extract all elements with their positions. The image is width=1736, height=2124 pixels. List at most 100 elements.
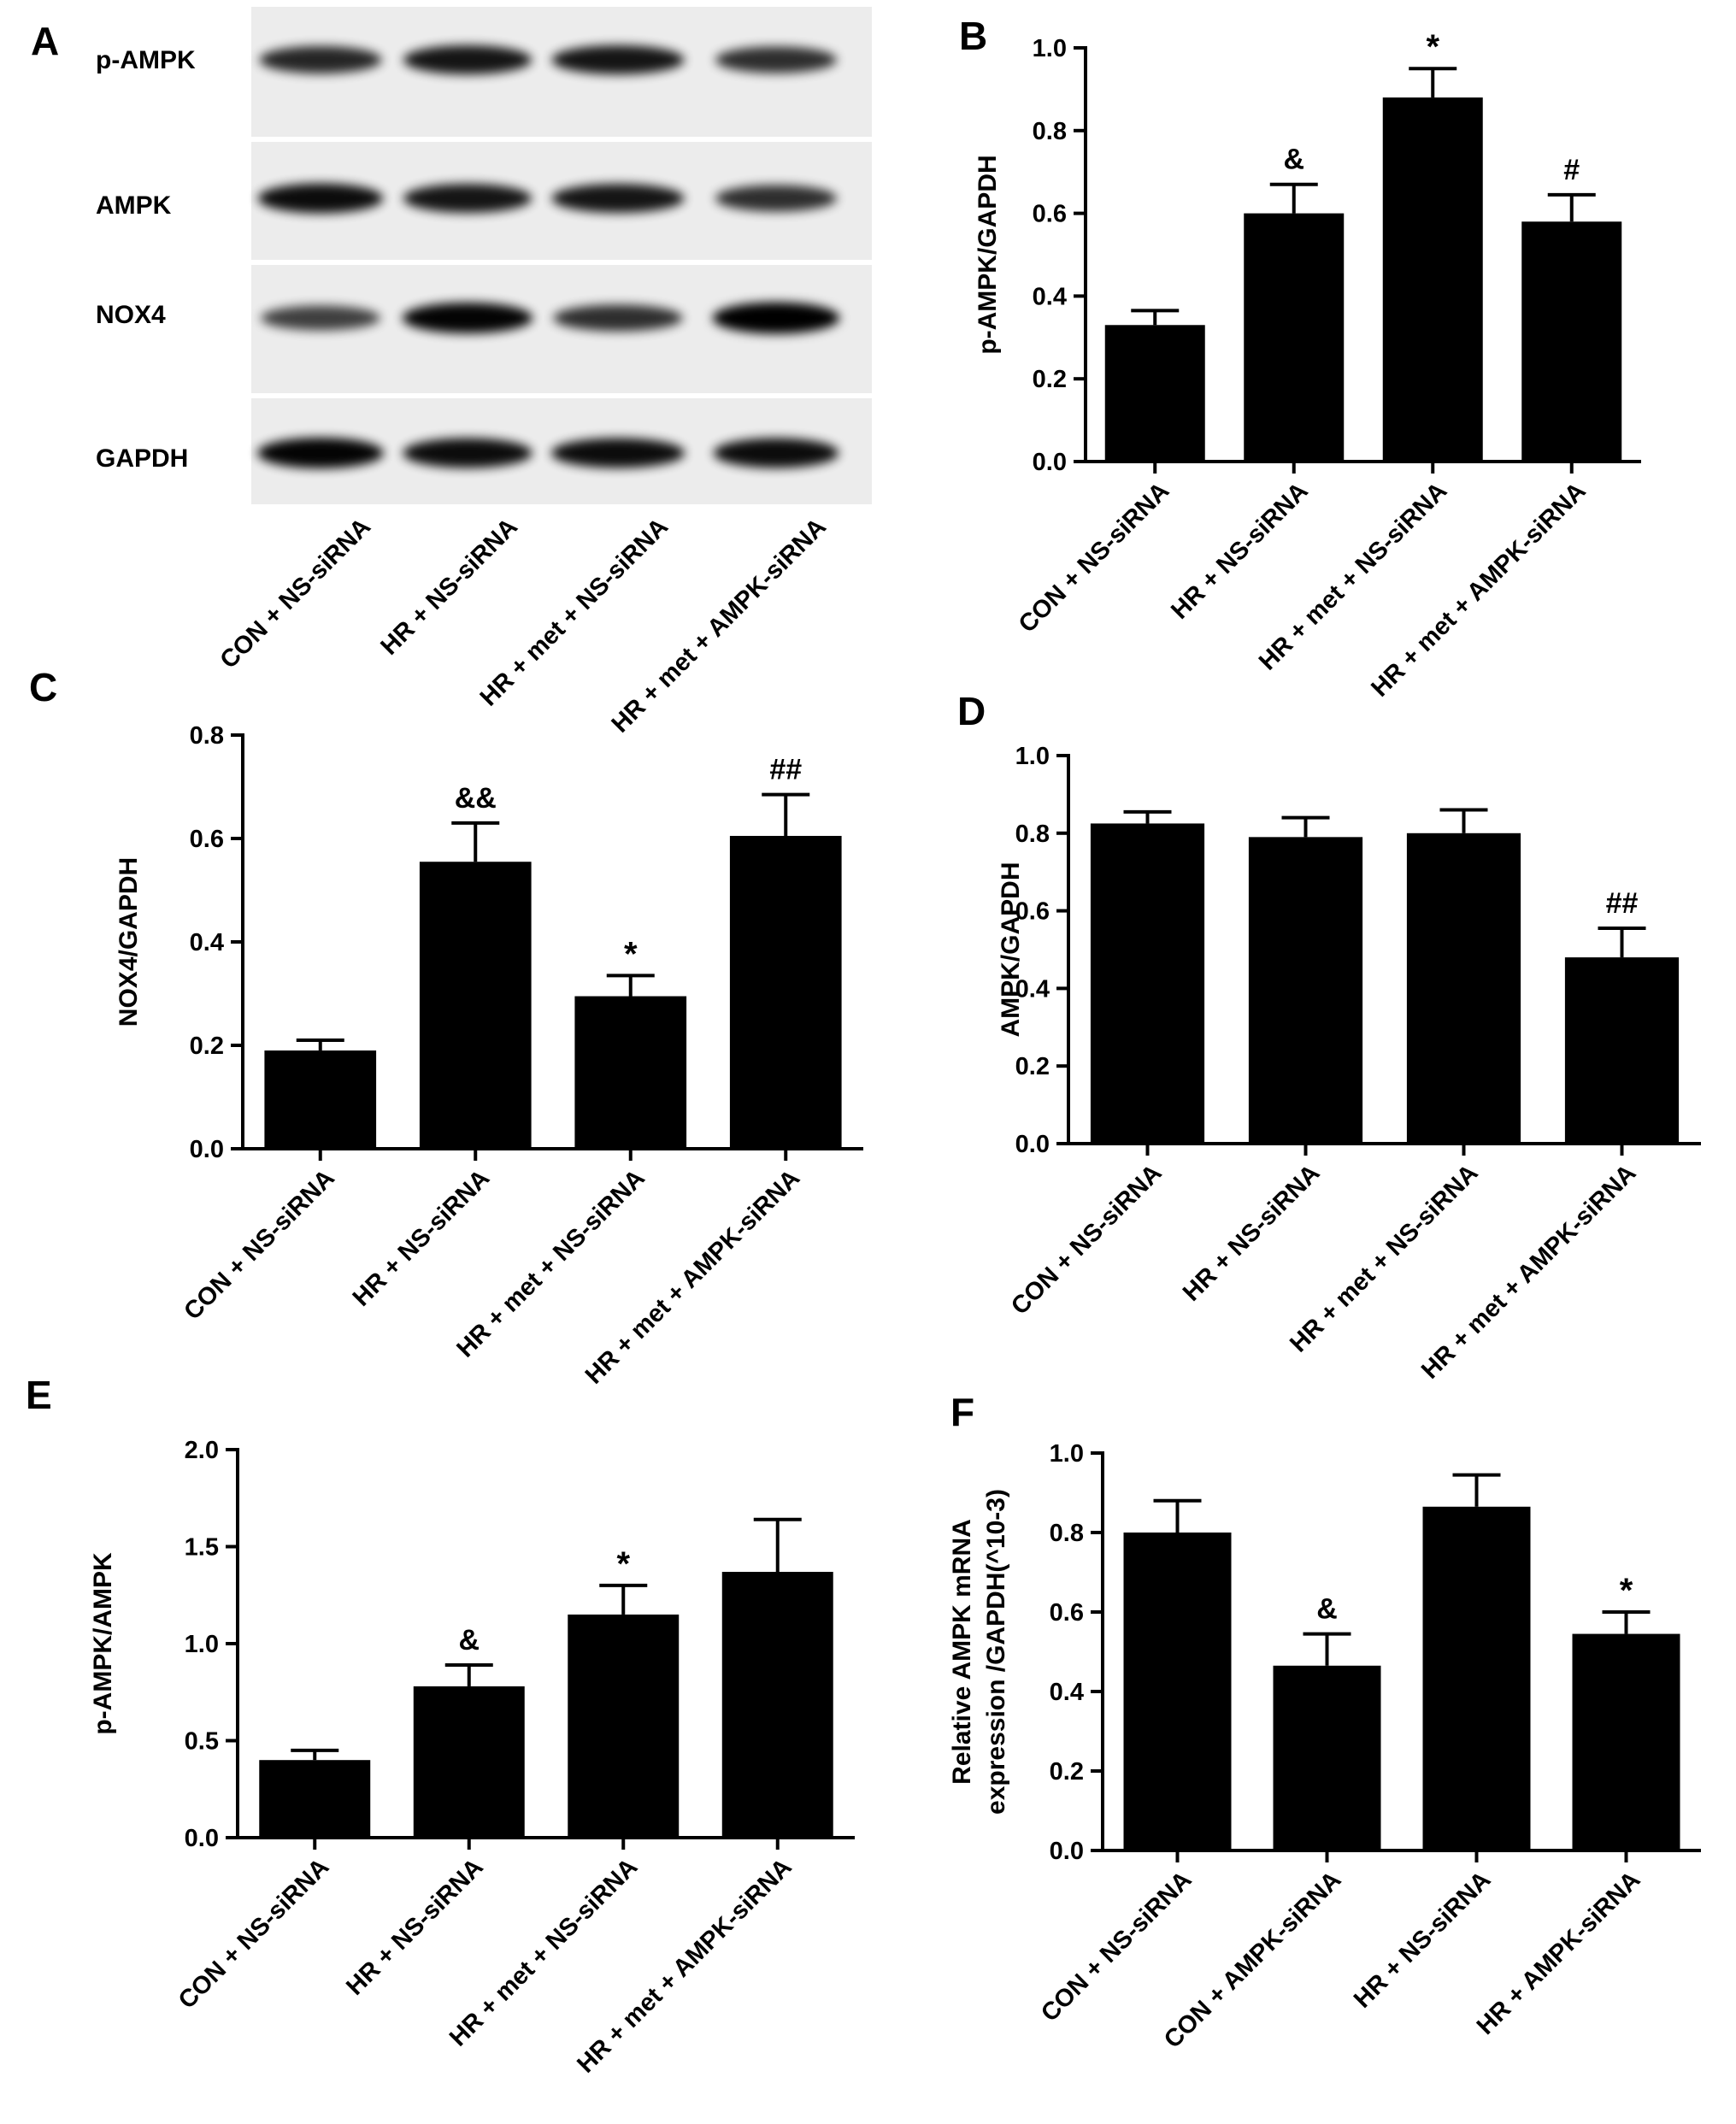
blot-band: [402, 303, 533, 333]
x-category-label: CON + NS-siRNA: [1036, 1866, 1197, 2027]
x-category-label: CON + NS-siRNA: [1014, 477, 1174, 638]
y-tick-label: 1.5: [185, 1534, 219, 1562]
significance-mark: *: [1620, 1572, 1633, 1609]
y-tick-label: 0.6: [1033, 201, 1067, 228]
blot-band: [712, 302, 840, 334]
panel-letter-b: B: [959, 14, 987, 58]
x-category-label: HR + NS-siRNA: [1178, 1159, 1325, 1306]
y-tick-label: 0.2: [1050, 1758, 1084, 1786]
bar-1: [1123, 1533, 1232, 1850]
bar-4: [729, 835, 842, 1149]
significance-mark: ##: [1606, 887, 1639, 920]
blot-band: [551, 184, 685, 213]
y-tick-label: 2.0: [185, 1437, 219, 1464]
significance-mark: *: [1426, 28, 1439, 66]
x-category-label: HR + NS-siRNA: [348, 1164, 495, 1311]
bar-3: [1422, 1506, 1531, 1850]
chart-panel-e: 0.0 0.5 1.0 1.5 2.0 p-AMPK/AMPK CON + NS-siRNA…: [89, 1437, 855, 2079]
blot-band: [713, 438, 839, 468]
blot-band: [259, 46, 382, 74]
y-tick-label: 0.0: [185, 1825, 219, 1852]
bar-3: [1406, 833, 1521, 1144]
bar-2: [1273, 1665, 1381, 1850]
blot-row-label: GAPDH: [96, 444, 188, 473]
blot-band: [403, 438, 533, 468]
y-tick-label: 0.2: [1015, 1053, 1050, 1080]
bar-2: [1244, 213, 1345, 462]
significance-mark: *: [624, 935, 638, 973]
blot-band: [553, 304, 683, 332]
y-tick-label: 1.0: [1050, 1440, 1084, 1468]
y-axis-label: AMPK/GAPDH: [997, 862, 1025, 1037]
chart-panel-f: 0.0 0.2 0.4 0.6 0.8 1.0 Relative AMPK mRNA expr…: [948, 1440, 1701, 2054]
panel-letter-e: E: [26, 1373, 52, 1417]
y-tick-label: 0.4: [190, 929, 224, 956]
y-axis-label: Relative AMPK mRNA: [948, 1519, 976, 1785]
y-tick-label: 0.0: [1050, 1838, 1084, 1865]
y-tick-label: 0.8: [190, 722, 224, 750]
blot-band: [261, 305, 380, 331]
y-tick-label: 0.2: [190, 1033, 224, 1060]
panel-letter-a: A: [31, 19, 59, 63]
bar-1: [1090, 823, 1205, 1144]
x-category-label: HR + AMPK-siRNA: [1472, 1866, 1646, 2040]
significance-mark: *: [616, 1545, 630, 1583]
bar-2: [1248, 837, 1363, 1144]
chart-panel-d: 0.0 0.2 0.4 0.6 0.8 1.0 AMPK/GAPDH CON + NS-siR…: [997, 743, 1701, 1385]
significance-mark: #: [1563, 154, 1580, 186]
chart-panel-b: 0.0 0.2 0.4 0.6 0.8 1.0 p-AMPK/GAPDH CON + NS-s…: [974, 28, 1641, 703]
bar-4: [1572, 1633, 1680, 1850]
x-category-label: HR + NS-siRNA: [1349, 1866, 1496, 2013]
blot-band: [257, 438, 384, 468]
y-tick-label: 1.0: [1033, 35, 1067, 62]
bar-4: [1521, 221, 1622, 462]
y-tick-label: 0.8: [1050, 1520, 1084, 1547]
y-tick-label: 0.2: [1033, 366, 1067, 393]
bar-4: [1564, 957, 1680, 1144]
blot-band: [715, 46, 838, 74]
y-tick-label: 0.0: [1033, 449, 1067, 476]
panel-letter-c: C: [29, 665, 57, 709]
y-tick-label: 0.6: [190, 826, 224, 853]
x-category-label: HR + NS-siRNA: [341, 1853, 488, 2000]
y-tick-label: 0.8: [1033, 118, 1067, 145]
bar-1: [259, 1760, 371, 1838]
significance-mark: &: [1316, 1593, 1338, 1626]
western-blot-panel: p-AMPK AMPK NOX4 GAPDH CON + NS-siRNA HR + NS…: [96, 7, 872, 738]
y-tick-label: 0.4: [1015, 975, 1050, 1003]
y-tick-label: 0.0: [1015, 1131, 1050, 1158]
x-category-label: CON + NS-siRNA: [179, 1164, 339, 1325]
blot-lane-label: CON + NS-siRNA: [215, 513, 376, 674]
blot-row-label: p-AMPK: [96, 46, 196, 74]
x-category-label: CON + NS-siRNA: [1006, 1159, 1167, 1320]
blot-row-label: NOX4: [96, 301, 166, 329]
y-tick-label: 0.6: [1050, 1599, 1084, 1627]
bar-3: [568, 1614, 680, 1838]
bar-2: [413, 1686, 525, 1838]
blot-lane-label: HR + NS-siRNA: [375, 513, 522, 660]
y-tick-label: 0.4: [1050, 1679, 1084, 1706]
x-category-label: CON + NS-siRNA: [174, 1853, 334, 2014]
y-tick-label: 0.5: [185, 1728, 219, 1756]
blot-band: [551, 45, 685, 74]
blot-band: [550, 438, 686, 468]
panel-letter-d: D: [957, 689, 986, 733]
chart-panel-c: 0.0 0.2 0.4 0.6 0.8 NOX4/GAPDH CON + NS-siRNA &…: [115, 722, 863, 1390]
blot-row-label: AMPK: [96, 191, 172, 220]
blot-band: [715, 185, 838, 212]
significance-mark: &: [458, 1624, 480, 1656]
significance-mark: ##: [769, 754, 802, 786]
y-tick-label: 1.0: [185, 1631, 219, 1658]
blot-band: [403, 184, 533, 213]
y-tick-label: 0.0: [190, 1136, 224, 1163]
bar-1: [264, 1050, 377, 1149]
blot-band: [257, 183, 384, 214]
y-tick-label: 0.6: [1015, 898, 1050, 926]
bar-2: [419, 862, 532, 1149]
bar-3: [1382, 97, 1483, 462]
bar-3: [574, 996, 687, 1149]
bar-4: [721, 1572, 833, 1838]
panel-letters-layer: A B C D E F: [26, 14, 987, 1434]
y-axis-label: p-AMPK/GAPDH: [974, 155, 1002, 354]
